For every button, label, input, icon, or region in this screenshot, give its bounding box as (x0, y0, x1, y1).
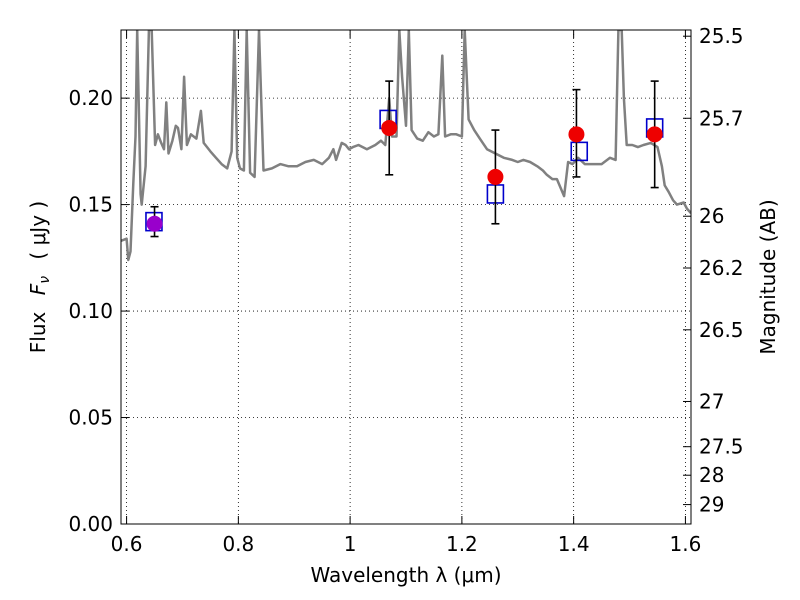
y2-tick-label: 27.5 (699, 435, 744, 459)
y-tick-label: 0.20 (68, 86, 113, 110)
svg-text:Flux Fν ( μJy ): Flux Fν ( μJy ) (26, 201, 54, 353)
x-tick-label: 1.2 (446, 532, 478, 556)
observed-point (381, 119, 398, 136)
y-tick-label: 0.15 (68, 193, 113, 217)
y2-tick-label: 26.2 (699, 256, 744, 280)
y-tick-label: 0.05 (68, 406, 113, 430)
model-band-square (570, 141, 589, 162)
x-tick-label: 0.6 (111, 532, 143, 556)
x-axis-label: Wavelength λ (μm) (310, 563, 501, 587)
x-tick-label: 1 (344, 532, 357, 556)
x-tick-label: 1.6 (670, 532, 702, 556)
observed-point (146, 215, 163, 232)
y2-tick-label: 25.5 (699, 24, 744, 48)
axis-ticks: 0.6 0.8 1 1.2 1.4 1.6 0.00 0.05 0.10 0.15 0.20 25.5… (68, 24, 743, 556)
observed-point (568, 126, 585, 143)
y2-tick-label: 27 (699, 389, 724, 413)
y-axis-label-text: Flux (26, 311, 50, 353)
model-spectrum-line (121, 30, 691, 262)
observed-point (646, 126, 663, 143)
y-tick-label: 0.00 (68, 512, 113, 536)
x-tick-label: 0.8 (222, 532, 254, 556)
y-axis-label-sub: ν (37, 276, 53, 284)
y-axis-label-unit: ( μJy ) (26, 201, 50, 260)
plot-frame (120, 29, 692, 525)
y2-axis-label: Magnitude (AB) (756, 199, 780, 354)
y-axis-label-math: F (26, 283, 50, 295)
y2-tick-label: 26.5 (699, 318, 744, 342)
y-tick-label: 0.10 (68, 299, 113, 323)
y2-tick-label: 25.7 (699, 106, 744, 130)
y-axis-label: Flux Fν ( μJy ) (26, 201, 54, 353)
y2-tick-label: 29 (699, 493, 724, 517)
y2-tick-label: 26 (699, 204, 724, 228)
x-tick-label: 1.4 (558, 532, 590, 556)
series-layer (121, 30, 691, 262)
observed-point (487, 168, 504, 185)
y2-tick-label: 28 (699, 463, 724, 487)
